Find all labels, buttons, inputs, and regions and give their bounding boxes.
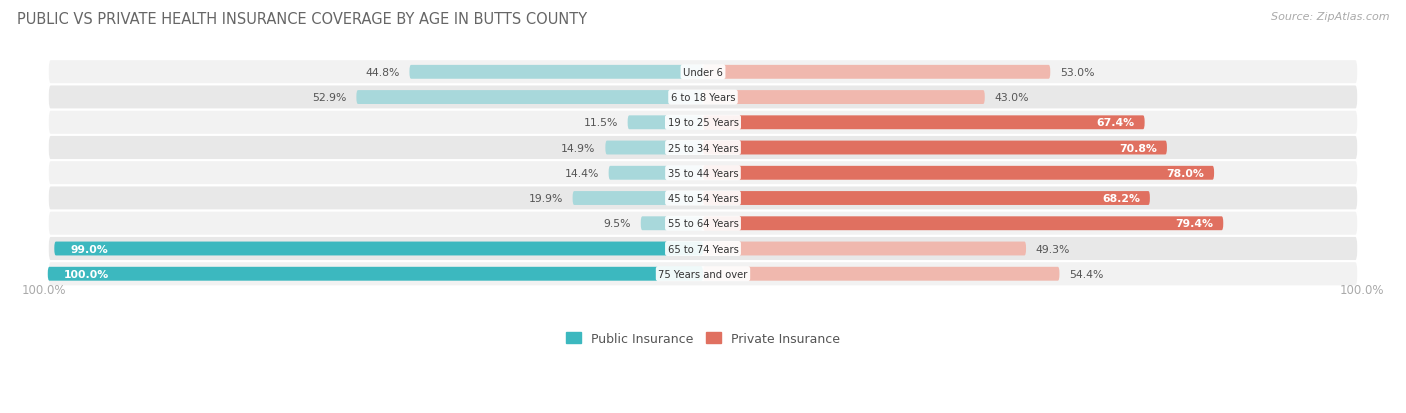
FancyBboxPatch shape [409, 66, 703, 80]
FancyBboxPatch shape [703, 66, 1050, 80]
FancyBboxPatch shape [48, 135, 1358, 161]
Text: 6 to 18 Years: 6 to 18 Years [671, 93, 735, 103]
Text: 9.5%: 9.5% [603, 219, 631, 229]
Text: 19 to 25 Years: 19 to 25 Years [668, 118, 738, 128]
Text: 100.0%: 100.0% [65, 269, 110, 279]
Text: 65 to 74 Years: 65 to 74 Years [668, 244, 738, 254]
Text: 78.0%: 78.0% [1167, 169, 1205, 178]
Text: Under 6: Under 6 [683, 68, 723, 78]
Text: 55 to 64 Years: 55 to 64 Years [668, 219, 738, 229]
FancyBboxPatch shape [572, 192, 703, 205]
FancyBboxPatch shape [48, 85, 1358, 110]
Text: 14.4%: 14.4% [564, 169, 599, 178]
FancyBboxPatch shape [641, 217, 703, 230]
FancyBboxPatch shape [703, 217, 1223, 230]
FancyBboxPatch shape [48, 186, 1358, 211]
FancyBboxPatch shape [703, 116, 1144, 130]
Text: 11.5%: 11.5% [583, 118, 617, 128]
Text: 53.0%: 53.0% [1060, 68, 1095, 78]
Text: 35 to 44 Years: 35 to 44 Years [668, 169, 738, 178]
Text: 52.9%: 52.9% [312, 93, 346, 103]
Legend: Public Insurance, Private Insurance: Public Insurance, Private Insurance [561, 327, 845, 350]
FancyBboxPatch shape [703, 166, 1215, 180]
FancyBboxPatch shape [55, 242, 703, 256]
Text: 44.8%: 44.8% [366, 68, 399, 78]
FancyBboxPatch shape [48, 236, 1358, 261]
FancyBboxPatch shape [48, 261, 1358, 287]
Text: 100.0%: 100.0% [21, 283, 66, 296]
Text: 45 to 54 Years: 45 to 54 Years [668, 194, 738, 204]
FancyBboxPatch shape [48, 60, 1358, 85]
Text: 100.0%: 100.0% [1340, 283, 1385, 296]
FancyBboxPatch shape [48, 211, 1358, 236]
Text: 75 Years and over: 75 Years and over [658, 269, 748, 279]
Text: 25 to 34 Years: 25 to 34 Years [668, 143, 738, 153]
Text: 79.4%: 79.4% [1175, 219, 1213, 229]
FancyBboxPatch shape [703, 192, 1150, 205]
Text: 19.9%: 19.9% [529, 194, 562, 204]
Text: 54.4%: 54.4% [1070, 269, 1104, 279]
FancyBboxPatch shape [703, 91, 984, 105]
FancyBboxPatch shape [48, 267, 703, 281]
Text: 70.8%: 70.8% [1119, 143, 1157, 153]
Text: 43.0%: 43.0% [994, 93, 1029, 103]
Text: 68.2%: 68.2% [1102, 194, 1140, 204]
FancyBboxPatch shape [627, 116, 703, 130]
Text: 49.3%: 49.3% [1036, 244, 1070, 254]
Text: 67.4%: 67.4% [1097, 118, 1135, 128]
FancyBboxPatch shape [606, 141, 703, 155]
Text: 14.9%: 14.9% [561, 143, 596, 153]
FancyBboxPatch shape [703, 267, 1060, 281]
Text: Source: ZipAtlas.com: Source: ZipAtlas.com [1271, 12, 1389, 22]
FancyBboxPatch shape [703, 141, 1167, 155]
FancyBboxPatch shape [703, 242, 1026, 256]
Text: PUBLIC VS PRIVATE HEALTH INSURANCE COVERAGE BY AGE IN BUTTS COUNTY: PUBLIC VS PRIVATE HEALTH INSURANCE COVER… [17, 12, 586, 27]
FancyBboxPatch shape [356, 91, 703, 105]
FancyBboxPatch shape [48, 161, 1358, 186]
Text: 99.0%: 99.0% [70, 244, 108, 254]
FancyBboxPatch shape [609, 166, 703, 180]
FancyBboxPatch shape [48, 110, 1358, 135]
